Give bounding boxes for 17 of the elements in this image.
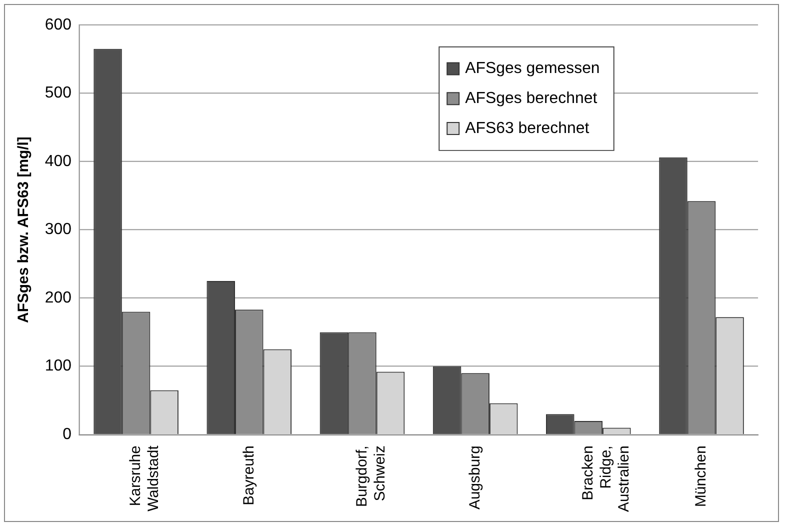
- y-tick-label: 600: [44, 16, 72, 34]
- legend-label: AFSges gemessen: [465, 60, 600, 78]
- y-tick-label: 0: [62, 426, 72, 444]
- x-tick-label: Burgdorf, Schweiz: [353, 446, 388, 508]
- x-tick-label: Bracken Ridge, Australien: [580, 446, 632, 512]
- x-tick-label: Augsburg: [466, 446, 484, 510]
- x-tick-label: Bayreuth: [240, 446, 258, 506]
- y-tick-label: 500: [44, 84, 72, 102]
- legend-label: AFSges berechnet: [465, 90, 598, 108]
- x-tick-label: München: [692, 446, 710, 508]
- y-axis-title: AFSges bzw. AFS63 [mg/l]: [15, 136, 32, 323]
- y-tick-label: 100: [44, 358, 72, 375]
- legend-label: AFS63 berechnet: [465, 120, 590, 137]
- y-tick-label: 200: [44, 289, 72, 306]
- y-tick-label: 400: [44, 152, 72, 170]
- y-tick-label: 300: [44, 221, 72, 238]
- x-tick-label: Karsruhe Waldstadt: [127, 444, 162, 512]
